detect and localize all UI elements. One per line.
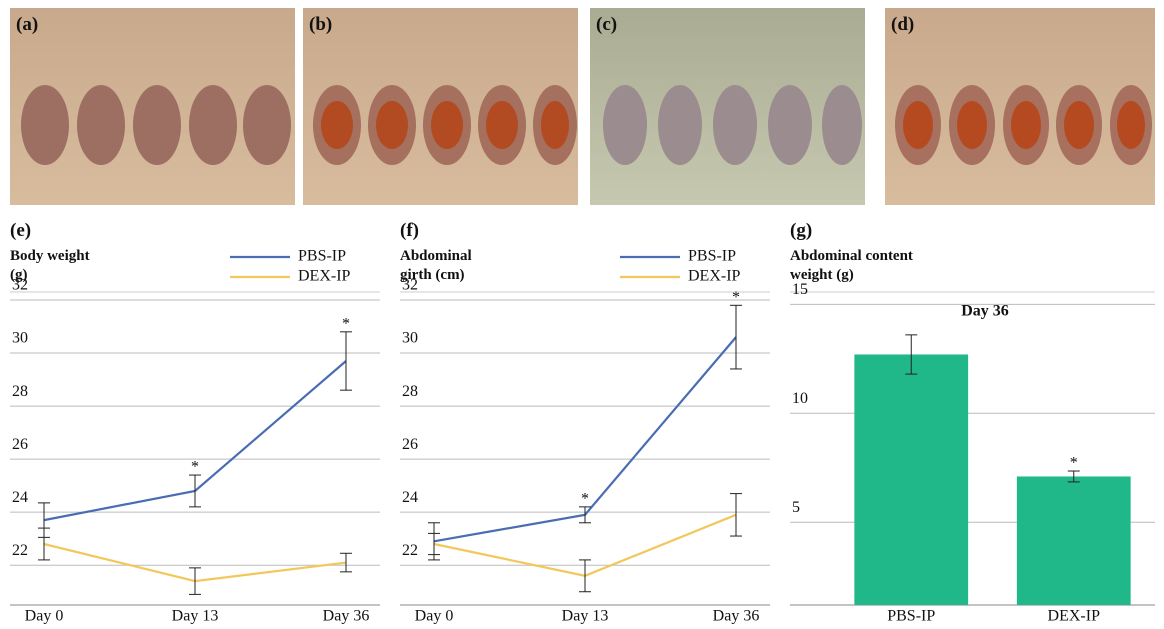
y-tick-label: 10 — [792, 390, 808, 407]
photo-c — [590, 8, 865, 205]
photo-label: (b) — [309, 14, 332, 36]
significance-mark: * — [732, 289, 740, 306]
y-tick-label: 24 — [402, 489, 418, 506]
panel-label: (f) — [400, 220, 419, 242]
y-tick-label: 26 — [12, 436, 28, 453]
y-tick-label: 30 — [12, 330, 28, 347]
x-tick-label: PBS-IP — [887, 608, 935, 625]
y-tick-label: 5 — [792, 499, 800, 516]
significance-mark: * — [581, 491, 589, 508]
significance-mark: * — [342, 315, 350, 332]
x-tick-label: Day 0 — [25, 608, 64, 625]
legend-label: PBS-IP — [298, 248, 346, 265]
y-tick-label: 22 — [12, 542, 28, 559]
legend-label: PBS-IP — [688, 248, 736, 265]
chart-title: Abdominal content weight (g) — [790, 247, 940, 285]
legend-label: DEX-IP — [688, 268, 741, 285]
y-tick-label: 30 — [402, 330, 418, 347]
photo-a — [10, 8, 295, 205]
photo-label: (c) — [596, 14, 617, 36]
x-tick-label: Day 36 — [713, 608, 760, 625]
chart-title: Body weight (g) — [10, 247, 90, 285]
photo-d — [885, 8, 1155, 205]
x-tick-label: Day 36 — [323, 608, 370, 625]
panel-label: (e) — [10, 220, 31, 242]
chart-subtitle: Day 36 — [961, 303, 1009, 320]
photo-b — [303, 8, 578, 205]
significance-mark: * — [191, 459, 199, 476]
y-tick-label: 28 — [12, 383, 28, 400]
y-tick-label: 22 — [402, 542, 418, 559]
chart-title: Abdominal girth (cm) — [400, 247, 500, 285]
bar — [854, 354, 968, 605]
y-tick-label: 26 — [402, 436, 418, 453]
photo-label: (d) — [891, 14, 914, 36]
x-tick-label: DEX-IP — [1048, 608, 1101, 625]
y-tick-label: 28 — [402, 383, 418, 400]
figure: 222426283032Day 0Day 13Day 36**PBS-IPDEX… — [0, 0, 1164, 629]
bar — [1017, 476, 1131, 605]
x-tick-label: Day 0 — [415, 608, 454, 625]
photo-label: (a) — [16, 14, 38, 36]
panel-label: (g) — [790, 220, 812, 242]
legend-label: DEX-IP — [298, 268, 351, 285]
significance-mark: * — [1070, 455, 1078, 472]
canvas: 222426283032Day 0Day 13Day 36**PBS-IPDEX… — [0, 0, 1164, 629]
y-tick-label: 24 — [12, 489, 28, 506]
x-tick-label: Day 13 — [172, 608, 219, 625]
x-tick-label: Day 13 — [562, 608, 609, 625]
